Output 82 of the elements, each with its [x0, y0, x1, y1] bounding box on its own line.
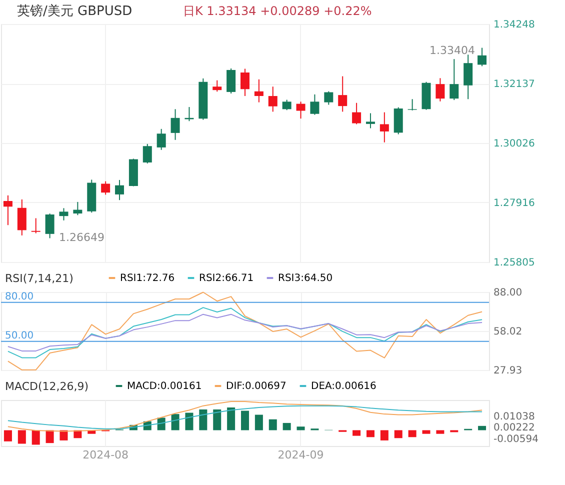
- bar: [268, 419, 277, 430]
- bar: [227, 407, 236, 430]
- y-tick-label: 1.34248: [494, 20, 535, 30]
- candlestick: [408, 98, 417, 111]
- annotation: 1.26649: [59, 231, 104, 244]
- candlestick: [450, 58, 459, 101]
- candlestick: [226, 68, 236, 94]
- annotation: 1.33404: [430, 44, 475, 57]
- line-series: [7, 307, 483, 358]
- y-tick-label: 1.30026: [494, 138, 535, 150]
- candlestick: [115, 179, 124, 201]
- chart-title: MACD(12,26,9): [5, 380, 89, 393]
- bar: [366, 430, 374, 438]
- candlestick: [338, 76, 348, 112]
- candlestick: [17, 198, 26, 236]
- line-series: [7, 314, 483, 352]
- y-tick-label: 0.01038: [494, 411, 535, 422]
- bar: [436, 430, 444, 434]
- legend-label: RSI1:72.76: [120, 273, 175, 284]
- line-series: [7, 292, 483, 370]
- bar: [296, 426, 305, 430]
- candlestick: [464, 54, 473, 100]
- candlestick: [310, 94, 320, 116]
- bar: [4, 430, 12, 442]
- bar: [408, 430, 416, 438]
- bar: [18, 430, 26, 444]
- bar: [254, 414, 263, 430]
- bar: [46, 430, 54, 444]
- candlestick: [380, 112, 389, 143]
- y-tick-label: -0.00594: [494, 434, 538, 445]
- candlestick: [170, 108, 180, 140]
- x-tick-label: 2024-08: [82, 448, 129, 462]
- bar: [185, 412, 194, 430]
- bar: [478, 426, 486, 430]
- candlestick: [45, 213, 54, 239]
- bar: [199, 409, 208, 430]
- candlestick: [59, 208, 68, 221]
- bar: [241, 410, 249, 430]
- candlestick: [268, 86, 278, 112]
- candlestick: [3, 194, 12, 226]
- ref-line-label: 80.00: [5, 291, 34, 302]
- bar: [282, 422, 291, 430]
- candlestick: [296, 101, 306, 120]
- candlestick: [324, 90, 334, 106]
- legend-label: DEA:0.00616: [311, 381, 376, 392]
- y-tick-label: 1.27916: [494, 198, 535, 209]
- y-tick-label: 0.00222: [494, 422, 535, 434]
- legend-label: RSI3:64.50: [278, 273, 333, 284]
- bar: [352, 430, 361, 436]
- candlestick: [282, 99, 292, 111]
- bar: [32, 430, 40, 445]
- bar: [394, 430, 402, 438]
- legend-label: DIF:0.00697: [226, 381, 286, 392]
- y-tick-label: 1.25805: [494, 258, 535, 268]
- candlestick: [478, 47, 487, 67]
- candlestick: [212, 80, 222, 92]
- bar: [213, 409, 222, 430]
- ref-line-label: 50.00: [5, 330, 34, 342]
- candlestick: [366, 112, 375, 129]
- y-tick-label: 58.02: [494, 326, 522, 338]
- y-tick-label: 1.32137: [494, 79, 535, 90]
- candlestick: [254, 78, 264, 103]
- candlestick: [73, 201, 82, 216]
- chart-title: 英镑/美元 GBPUSD: [17, 3, 132, 19]
- chart-subtitle: 日K 1.33134 +0.00289 +0.22%: [183, 4, 372, 18]
- chart-title: RSI(7,14,21): [5, 272, 74, 285]
- bar: [380, 430, 388, 440]
- candlestick: [436, 78, 445, 102]
- legend-label: RSI2:66.71: [199, 273, 254, 284]
- candlestick: [31, 218, 40, 234]
- candlestick: [142, 143, 152, 164]
- candlestick: [101, 180, 110, 196]
- bar: [171, 414, 180, 430]
- y-tick-label: 27.93: [494, 366, 522, 376]
- y-tick-label: 88.00: [494, 288, 522, 298]
- candlestick: [240, 68, 250, 97]
- bar: [60, 430, 68, 440]
- candlestick: [352, 102, 362, 125]
- x-tick-label: 2024-09: [278, 448, 324, 462]
- bar: [422, 430, 430, 434]
- candlestick: [156, 128, 166, 150]
- legend-label: MACD:0.00161: [127, 381, 202, 392]
